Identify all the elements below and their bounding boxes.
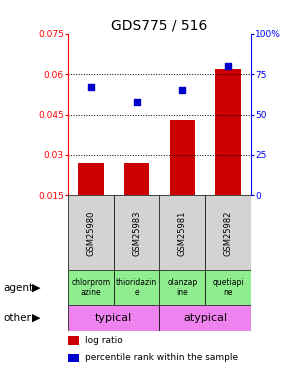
Text: typical: typical xyxy=(95,313,133,323)
Bar xyxy=(170,120,195,195)
Bar xyxy=(124,163,149,195)
Text: GSM25980: GSM25980 xyxy=(86,210,95,256)
Point xyxy=(180,87,185,93)
Point xyxy=(134,99,139,105)
Text: GSM25981: GSM25981 xyxy=(178,210,187,256)
Title: GDS775 / 516: GDS775 / 516 xyxy=(111,19,208,33)
Bar xyxy=(68,305,160,331)
Text: thioridazin
e: thioridazin e xyxy=(116,278,157,297)
Text: atypical: atypical xyxy=(183,313,227,323)
Point xyxy=(89,84,93,90)
Text: other: other xyxy=(3,313,31,323)
Text: log ratio: log ratio xyxy=(85,336,122,345)
Bar xyxy=(68,195,114,270)
Bar xyxy=(160,270,205,305)
Bar xyxy=(68,270,114,305)
Bar xyxy=(114,195,160,270)
Text: GSM25983: GSM25983 xyxy=(132,210,141,256)
Text: agent: agent xyxy=(3,283,33,293)
Bar xyxy=(205,270,251,305)
Bar xyxy=(205,195,251,270)
Text: percentile rank within the sample: percentile rank within the sample xyxy=(85,353,238,362)
Text: GSM25982: GSM25982 xyxy=(224,210,233,256)
Bar xyxy=(78,163,104,195)
Text: quetiapi
ne: quetiapi ne xyxy=(212,278,244,297)
Text: ▶: ▶ xyxy=(32,313,41,323)
Bar xyxy=(160,305,251,331)
Bar xyxy=(215,69,241,195)
Bar xyxy=(68,336,79,345)
Text: olanzap
ine: olanzap ine xyxy=(167,278,197,297)
Text: ▶: ▶ xyxy=(32,283,41,293)
Bar xyxy=(68,354,79,362)
Bar xyxy=(114,270,160,305)
Bar xyxy=(160,195,205,270)
Point xyxy=(226,63,230,69)
Text: chlorprom
azine: chlorprom azine xyxy=(71,278,110,297)
